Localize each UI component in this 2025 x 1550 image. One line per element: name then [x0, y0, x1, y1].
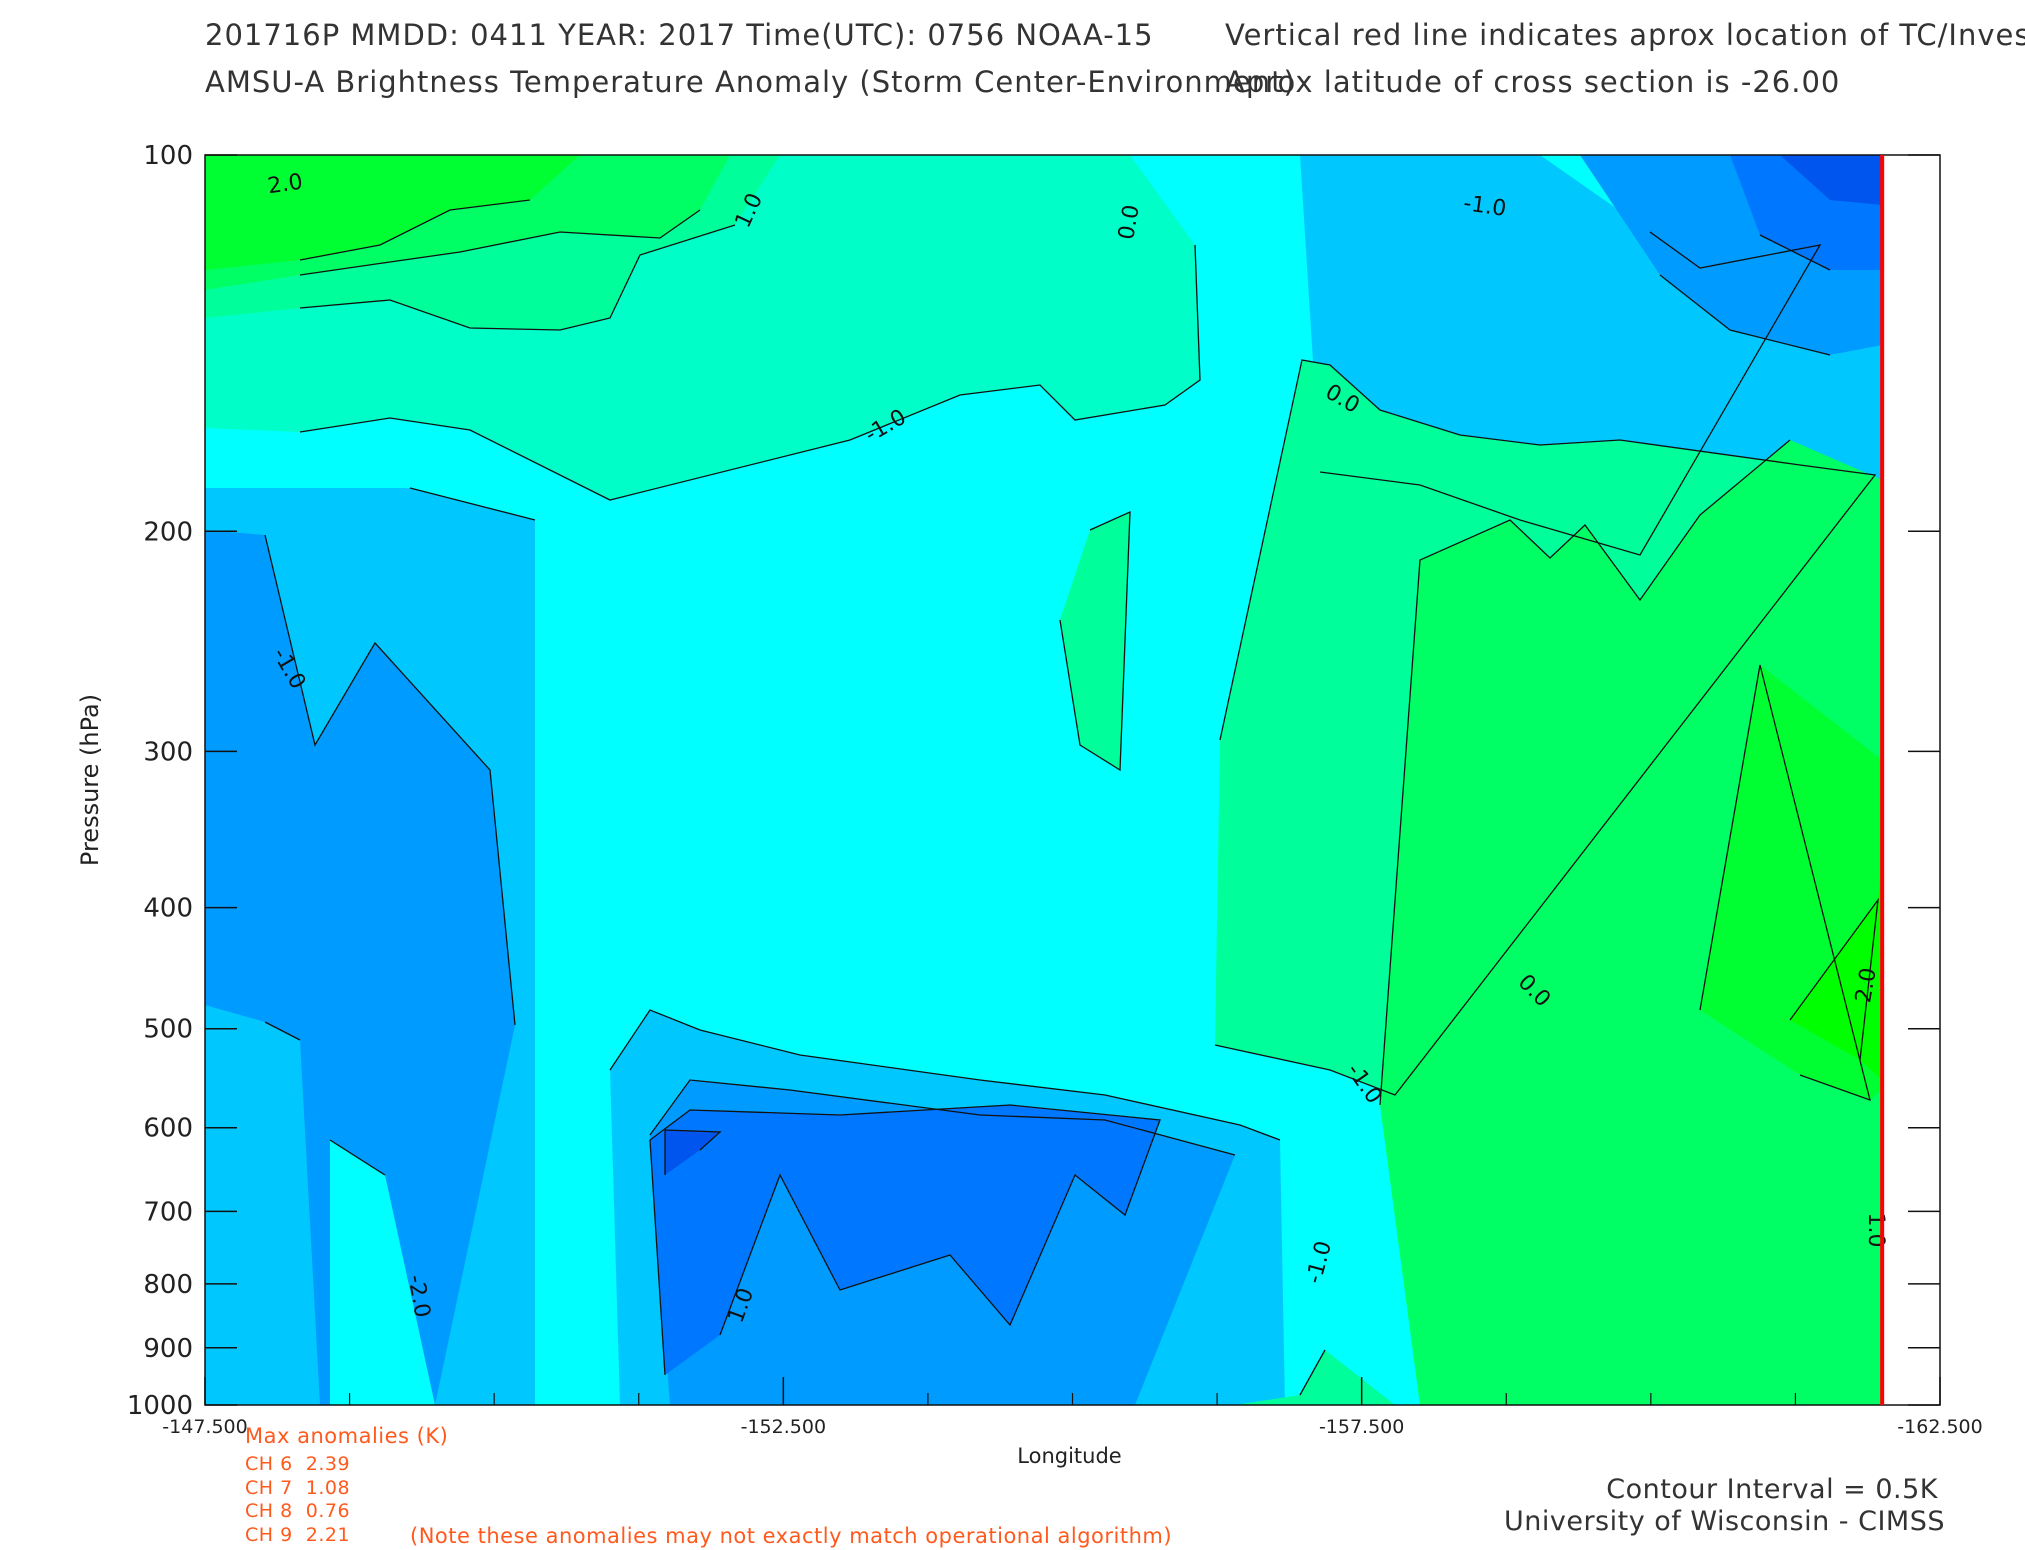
beyond-storm-area [1882, 155, 1940, 1405]
contour-line-11 [264, 1021, 301, 1041]
anomaly-ch8-label: CH 8 [245, 1500, 293, 1522]
contour-line-20 [664, 1129, 722, 1175]
contour-line-5 [1319, 231, 1822, 556]
contour-line-7 [1759, 234, 1831, 271]
contour-line-15 [1699, 664, 1871, 1102]
contour-label-12: 2.0 [1851, 966, 1882, 1005]
contour-line-1 [299, 244, 1201, 501]
contour-fill-19 [650, 1105, 1160, 1375]
contour-line-21 [1299, 1349, 1326, 1396]
y-tick-label-7: 800 [143, 1270, 193, 1300]
anomaly-ch9-label: CH 9 [245, 1524, 293, 1546]
x-tick-label-3: -162.500 [1897, 1416, 1982, 1438]
contour-label-0: 2.0 [266, 170, 304, 200]
axes: 100 200 300 400 500 600 700 800 900 1000-147.500 -… [127, 141, 1983, 1438]
anomaly-ch7-value: 1.08 [305, 1477, 351, 1499]
y-tick-label-5: 600 [143, 1114, 193, 1144]
contour-line-9 [409, 487, 536, 521]
contour-line-layer [264, 199, 1879, 1396]
contour-line-6 [1659, 274, 1831, 356]
y-tick-label-1: 200 [143, 517, 193, 547]
anomaly-ch8: CH 8 0.76 [245, 1500, 350, 1522]
contour-line-3 [299, 209, 701, 276]
anomaly-ch6-label: CH 6 [245, 1453, 293, 1475]
x-tick-label-0: -147.500 [162, 1416, 247, 1438]
contour-line-19 [649, 1104, 1161, 1376]
header-line2-right: Aprox latitude of cross section is -26.0… [1225, 65, 1841, 99]
contour-label-3: -1.0 [1462, 191, 1508, 222]
anomaly-ch6-value: 2.39 [305, 1453, 351, 1475]
contour-fill-12 [330, 1140, 435, 1405]
anomaly-ch7-label: CH 7 [245, 1477, 293, 1499]
header-line1-left: 201716P MMDD: 0411 YEAR: 2017 Time(UTC):… [205, 18, 1154, 52]
anomaly-ch6: CH 6 2.39 [245, 1453, 350, 1475]
contour-fill-11 [205, 1005, 320, 1405]
y-tick-label-9: 1000 [127, 1391, 193, 1421]
contour-line-4 [299, 199, 531, 261]
contour-line-22 [1059, 510, 1131, 772]
header-line2-left: AMSU-A Brightness Temperature Anomaly (S… [205, 65, 1296, 99]
header-line1-right: Vertical red line indicates aprox locati… [1225, 18, 2025, 52]
x-tick-label-2: -157.500 [1319, 1416, 1404, 1438]
x-tick-label-1: -152.500 [741, 1416, 826, 1438]
contour-fill-22 [1060, 512, 1130, 770]
credit: University of Wisconsin - CIMSS [1503, 1506, 1945, 1537]
y-tick-label-6: 700 [143, 1197, 193, 1227]
contour-line-12 [329, 1139, 386, 1176]
y-tick-label-0: 100 [143, 141, 193, 171]
contour-line-2 [299, 224, 736, 331]
contour-fill-21 [1235, 1350, 1395, 1405]
y-tick-label-8: 900 [143, 1334, 193, 1364]
anomalies-title: Max anomalies (K) [245, 1424, 449, 1448]
contour-fill-20 [665, 1130, 720, 1175]
contour-line-10 [264, 534, 516, 1026]
contour-label-2: 0.0 [1114, 203, 1145, 242]
anomalies-note: (Note these anomalies may not exactly ma… [410, 1524, 1173, 1548]
anomaly-ch7: CH 7 1.08 [245, 1477, 350, 1499]
contour-line-14 [1379, 439, 1791, 1106]
y-tick-label-3: 400 [143, 894, 193, 924]
y-tick-label-2: 300 [143, 737, 193, 767]
y-axis-label: Pressure (hPa) [76, 694, 104, 866]
contour-line-18 [649, 1079, 1236, 1156]
contour-label-13: 1.0 [1863, 1213, 1888, 1248]
contour-line-13 [1214, 359, 1877, 1096]
contour-interval: Contour Interval = 0.5K [1606, 1474, 1938, 1505]
contour-line-16 [1789, 897, 1879, 1061]
contour-line-17 [609, 1009, 1281, 1141]
contour-fill-layer [205, 155, 1940, 1405]
contour-fill-8 [1780, 155, 1883, 205]
x-axis-label: Longitude [1017, 1444, 1121, 1468]
anomaly-ch9: CH 9 2.21 [245, 1524, 350, 1546]
contour-fill-4 [205, 155, 580, 270]
anomaly-ch8-value: 0.76 [305, 1500, 351, 1522]
anomaly-ch9-value: 2.21 [305, 1524, 351, 1546]
y-tick-label-4: 500 [143, 1015, 193, 1045]
